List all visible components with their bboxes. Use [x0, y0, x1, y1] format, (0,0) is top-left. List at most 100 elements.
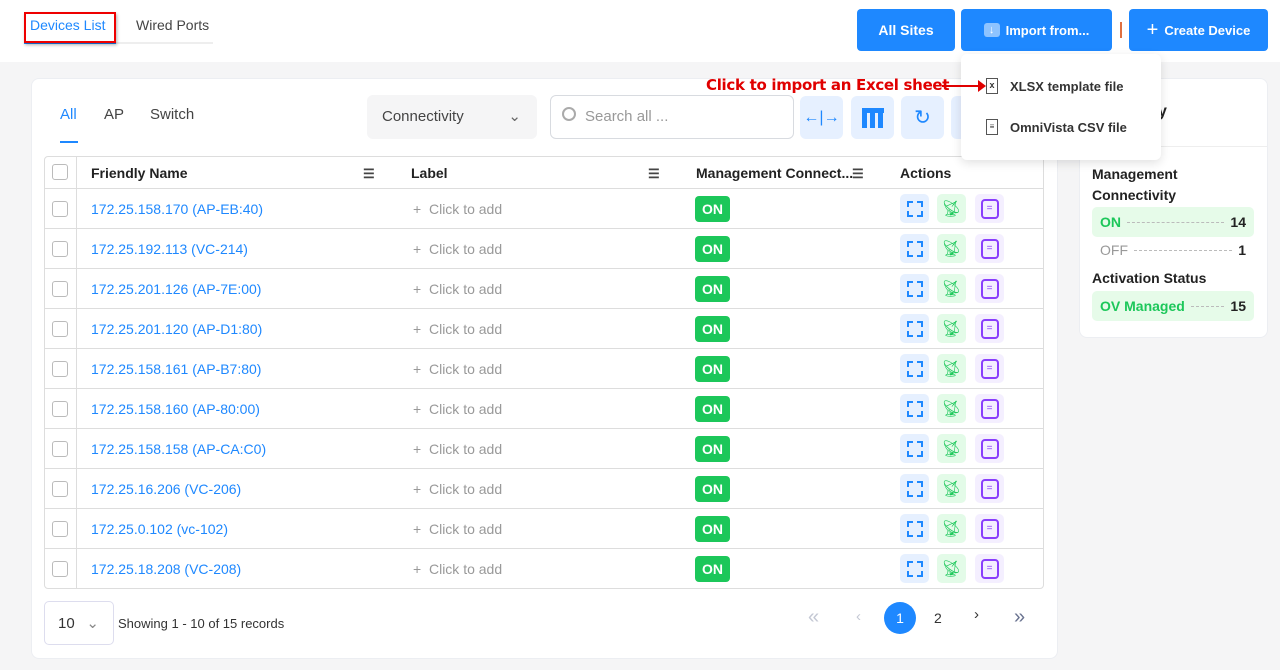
device-name-link[interactable]: 172.25.16.206 (VC-206): [91, 481, 242, 497]
page-1-button[interactable]: 1: [884, 602, 916, 634]
row-checkbox[interactable]: [52, 521, 68, 537]
page-2-button[interactable]: 2: [934, 610, 942, 626]
row-checkbox[interactable]: [52, 441, 68, 457]
column-friendly-name[interactable]: Friendly Name: [91, 165, 188, 181]
details-action-button[interactable]: =: [975, 514, 1004, 543]
focus-action-button[interactable]: [900, 434, 929, 463]
device-name-link[interactable]: 172.25.158.161 (AP-B7:80): [91, 361, 262, 377]
filter-tab-switch[interactable]: Switch: [150, 106, 195, 123]
first-page-button[interactable]: «: [808, 606, 820, 628]
focus-action-button[interactable]: [900, 314, 929, 343]
add-label-button[interactable]: + Click to add: [413, 361, 502, 377]
add-label-button[interactable]: + Click to add: [413, 401, 502, 417]
create-label: Create Device: [1164, 22, 1251, 38]
focus-action-button[interactable]: [900, 554, 929, 583]
summary-off-row[interactable]: OFF 1: [1092, 235, 1254, 265]
details-action-button[interactable]: =: [975, 194, 1004, 223]
focus-action-button[interactable]: [900, 394, 929, 423]
ping-action-button[interactable]: 📡︎: [937, 394, 966, 423]
focus-action-button[interactable]: [900, 354, 929, 383]
device-name-link[interactable]: 172.25.192.113 (VC-214): [91, 241, 248, 257]
add-label-button[interactable]: + Click to add: [413, 241, 502, 257]
add-label-button[interactable]: + Click to add: [413, 321, 502, 337]
focus-action-button[interactable]: [900, 234, 929, 263]
filter-icon[interactable]: ☰: [852, 166, 864, 181]
ping-action-button[interactable]: 📡︎: [937, 234, 966, 263]
ping-action-button[interactable]: 📡︎: [937, 474, 966, 503]
tab-wired-ports[interactable]: Wired Ports: [136, 17, 210, 33]
details-action-button[interactable]: =: [975, 314, 1004, 343]
row-checkbox[interactable]: [52, 321, 68, 337]
import-button[interactable]: ↓ Import from...: [961, 9, 1112, 51]
add-label-text: Click to add: [428, 361, 503, 377]
more-button[interactable]: [951, 96, 963, 139]
ping-action-button[interactable]: 📡︎: [937, 354, 966, 383]
summary-managed-row[interactable]: OV Managed 15: [1092, 291, 1254, 321]
details-action-button[interactable]: =: [975, 394, 1004, 423]
filter-tab-all[interactable]: All: [60, 106, 77, 123]
column-management-connectivity[interactable]: Management Connect...: [696, 165, 854, 181]
details-action-button[interactable]: =: [975, 234, 1004, 263]
device-name-link[interactable]: 172.25.158.158 (AP-CA:C0): [91, 441, 267, 457]
details-action-button[interactable]: =: [975, 274, 1004, 303]
menu-item-xlsx[interactable]: x XLSX template file: [986, 78, 1123, 94]
device-name-link[interactable]: 172.25.18.208 (VC-208): [91, 561, 242, 577]
focus-action-button[interactable]: [900, 194, 929, 223]
row-checkbox[interactable]: [52, 481, 68, 497]
ping-action-button[interactable]: 📡︎: [937, 314, 966, 343]
device-name-link[interactable]: 172.25.201.120 (AP-D1:80): [91, 321, 263, 337]
filter-icon[interactable]: ☰: [648, 166, 660, 181]
add-label-button[interactable]: + Click to add: [413, 201, 502, 217]
refresh-button[interactable]: ↻: [901, 96, 944, 139]
tab-devices-list[interactable]: Devices List: [30, 17, 106, 33]
ping-action-button[interactable]: 📡︎: [937, 554, 966, 583]
prev-page-button[interactable]: ‹: [856, 608, 861, 625]
search-input[interactable]: Search all ...: [550, 95, 794, 139]
row-checkbox[interactable]: [52, 401, 68, 417]
column-settings-button[interactable]: [851, 96, 894, 139]
expand-columns-button[interactable]: ←|→: [800, 96, 843, 139]
row-checkbox[interactable]: [52, 281, 68, 297]
device-name-link[interactable]: 172.25.201.126 (AP-7E:00): [91, 281, 262, 297]
menu-item-omnivista-csv[interactable]: ≡ OmniVista CSV file: [986, 119, 1127, 135]
select-all-checkbox[interactable]: [52, 164, 68, 180]
device-name-link[interactable]: 172.25.158.160 (AP-80:00): [91, 401, 260, 417]
add-label-text: Click to add: [428, 561, 503, 577]
connectivity-label: Connectivity: [382, 108, 464, 125]
last-page-button[interactable]: »: [1014, 606, 1026, 628]
page-size-select[interactable]: 10 ⌄: [44, 601, 114, 645]
summary-on-row[interactable]: ON 14: [1092, 207, 1254, 237]
add-label-text: Click to add: [428, 521, 503, 537]
add-label-button[interactable]: + Click to add: [413, 561, 502, 577]
row-checkbox[interactable]: [52, 201, 68, 217]
ping-action-button[interactable]: 📡︎: [937, 514, 966, 543]
details-action-button[interactable]: =: [975, 434, 1004, 463]
plus-icon: +: [1146, 18, 1159, 41]
ping-action-button[interactable]: 📡︎: [937, 434, 966, 463]
document-icon: =: [980, 438, 999, 459]
device-name-link[interactable]: 172.25.158.170 (AP-EB:40): [91, 201, 264, 217]
create-device-button[interactable]: + Create Device: [1129, 9, 1268, 51]
add-label-button[interactable]: + Click to add: [413, 481, 502, 497]
focus-action-button[interactable]: [900, 474, 929, 503]
column-label[interactable]: Label: [411, 165, 448, 181]
next-page-button[interactable]: ›: [974, 606, 979, 623]
focus-action-button[interactable]: [900, 514, 929, 543]
row-checkbox[interactable]: [52, 561, 68, 577]
row-checkbox[interactable]: [52, 361, 68, 377]
row-checkbox[interactable]: [52, 241, 68, 257]
focus-action-button[interactable]: [900, 274, 929, 303]
device-name-link[interactable]: 172.25.0.102 (vc-102): [91, 521, 228, 537]
details-action-button[interactable]: =: [975, 474, 1004, 503]
filter-tab-ap[interactable]: AP: [104, 106, 125, 123]
add-label-button[interactable]: + Click to add: [413, 441, 502, 457]
all-sites-button[interactable]: All Sites: [857, 9, 955, 51]
details-action-button[interactable]: =: [975, 554, 1004, 583]
details-action-button[interactable]: =: [975, 354, 1004, 383]
filter-icon[interactable]: ☰: [363, 166, 375, 181]
add-label-button[interactable]: + Click to add: [413, 521, 502, 537]
ping-action-button[interactable]: 📡︎: [937, 274, 966, 303]
connectivity-select[interactable]: Connectivity ⌄: [367, 95, 537, 139]
add-label-button[interactable]: + Click to add: [413, 281, 502, 297]
ping-action-button[interactable]: 📡︎: [937, 194, 966, 223]
